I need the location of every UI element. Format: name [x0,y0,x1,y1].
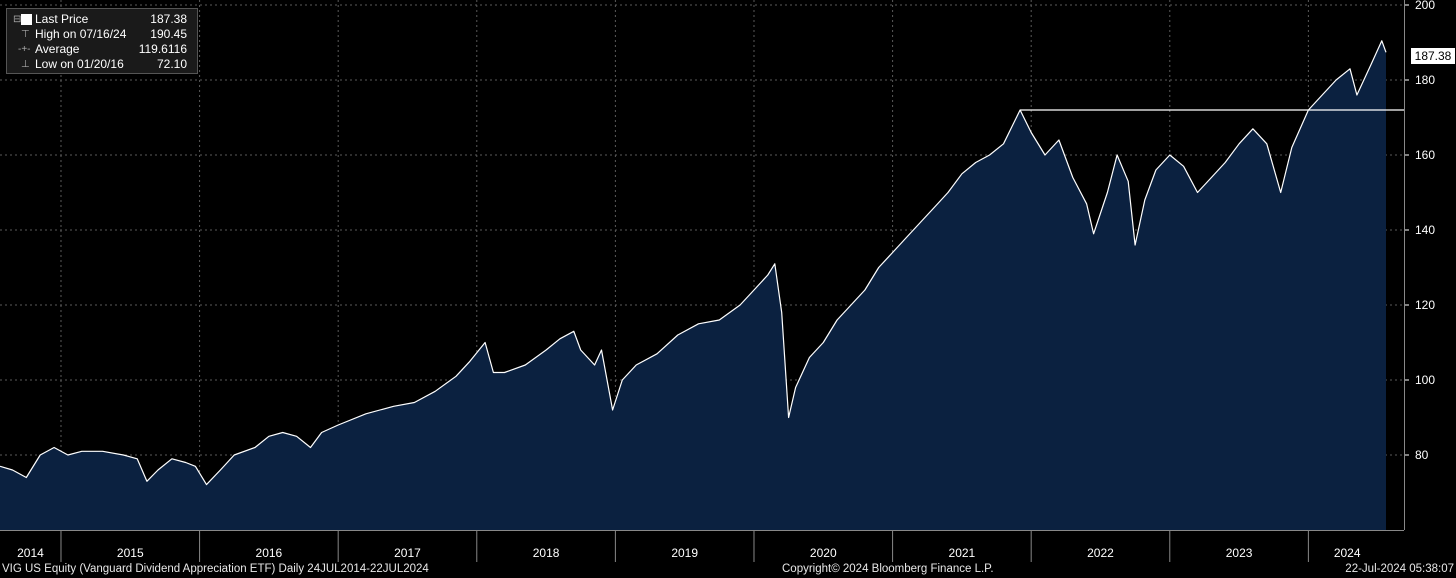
last-price-swatch [21,14,32,25]
x-tick-label: 2023 [1226,546,1253,560]
x-tick-label: 2021 [949,546,976,560]
price-line [0,40,1387,486]
y-tick-label: 200 [1415,0,1435,12]
x-tick-label: 2015 [117,546,144,560]
legend-average-label: Average [35,42,80,56]
legend-row-low: ⊥ Low on 01/20/16 72.10 [13,57,191,72]
low-marker-icon: ⊥ [21,59,30,70]
last-price-badge: 187.38 [1411,48,1455,64]
x-tick-label: 2016 [256,546,283,560]
collapse-icon[interactable]: ⊟ [13,14,22,25]
legend-row-high: ⊤ High on 07/16/24 190.45 [13,27,191,42]
x-tick-label: 2020 [810,546,837,560]
legend-high-label: High on 07/16/24 [35,27,127,41]
legend-box: ⊟ Last Price 187.38 ⊤ High on 07/16/24 1… [6,8,198,74]
legend-average-value: 119.6116 [138,42,187,56]
legend-low-value: 72.10 [156,57,187,71]
security-description: VIG US Equity (Vanguard Dividend Appreci… [2,563,429,575]
y-tick-label: 80 [1415,448,1429,462]
legend-row-last-price: ⊟ Last Price 187.38 [13,12,191,27]
copyright-text: Copyright© 2024 Bloomberg Finance L.P. [782,563,994,575]
x-axis: 2014 2015 2016 2017 2018 2019 2020 2021 2022 2023… [0,530,1404,562]
x-tick-label: 2018 [533,546,560,560]
legend-high-value: 190.45 [150,27,187,41]
legend-last-price-value: 187.38 [150,12,187,26]
y-tick-label: 140 [1415,223,1435,237]
price-area [0,40,1386,531]
x-tick-label: 2019 [671,546,698,560]
average-marker-icon: -+- [18,44,31,55]
legend-row-average: -+- Average 119.6116 [13,42,191,57]
y-axis: 80 100 120 140 160 180 200 [1404,0,1435,530]
y-tick-label: 100 [1415,373,1435,387]
high-marker-icon: ⊤ [21,29,30,40]
y-tick-label: 180 [1415,73,1435,87]
y-tick-label: 160 [1415,148,1435,162]
x-tick-label: 2022 [1087,546,1114,560]
timestamp-text: 22-Jul-2024 05:38:07 [1345,563,1454,575]
legend-last-price-label: Last Price [35,12,89,26]
x-tick-label: 2014 [17,546,44,560]
legend-low-label: Low on 01/20/16 [35,57,124,71]
footer-bar: VIG US Equity (Vanguard Dividend Appreci… [0,562,1456,578]
x-tick-label: 2024 [1334,546,1361,560]
x-tick-label: 2017 [394,546,421,560]
y-tick-label: 120 [1415,298,1435,312]
